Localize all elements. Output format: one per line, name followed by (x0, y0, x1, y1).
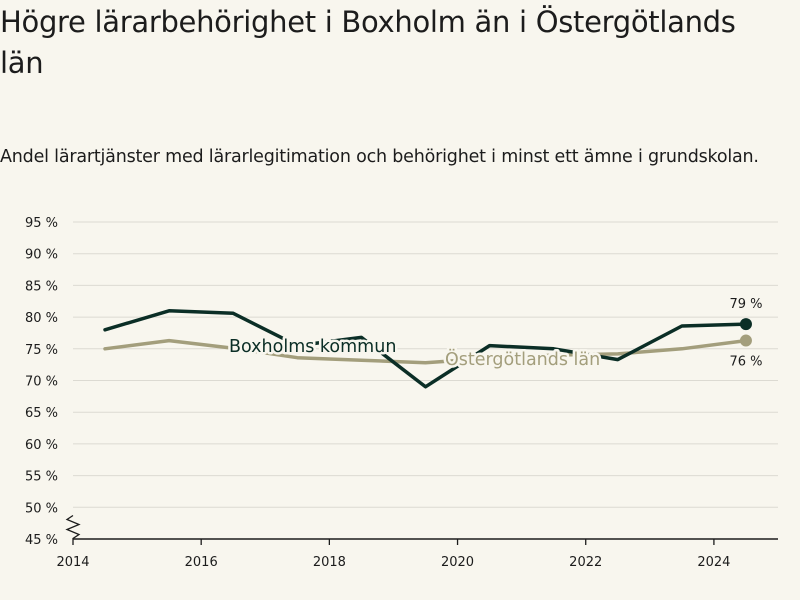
x-tick-label: 2018 (313, 555, 346, 570)
gridlines (73, 221, 778, 508)
y-tick-label: 60 % (25, 438, 58, 453)
x-tick-label: 2022 (569, 555, 602, 570)
axis-break-icon (65, 514, 81, 540)
end-label-ostergotland: 76 % (729, 355, 762, 370)
y-tick-label: 95 % (25, 216, 58, 231)
y-tick-label: 75 % (25, 343, 58, 358)
x-tick-label: 2014 (56, 555, 89, 570)
series-label-ostergotland: Östergötlands län (445, 348, 600, 370)
y-tick-label: 80 % (25, 311, 58, 326)
chart-title: Högre lärarbehörighet i Boxholm än i Öst… (0, 5, 736, 80)
y-tick-label: 45 % (25, 533, 58, 548)
end-marker-ostergotland (739, 334, 752, 347)
y-tick-label: 90 % (25, 248, 58, 263)
y-tick-label: 65 % (25, 406, 58, 421)
y-tick-label: 55 % (25, 470, 58, 485)
series-line-boxholm (103, 309, 748, 389)
y-tick-label: 50 % (25, 501, 58, 516)
series-labels: Boxholms kommun Östergötlands län (227, 335, 603, 373)
end-markers: 79 % 76 % (729, 297, 762, 369)
y-tick-label: 85 % (25, 279, 58, 294)
chart-subtitle: Andel lärartjänster med lärarlegitimatio… (0, 147, 759, 167)
end-label-boxholm: 79 % (729, 297, 762, 312)
x-axis: 2014 2016 2018 2020 2022 2024 (56, 514, 778, 570)
y-tick-label: 70 % (25, 375, 58, 390)
x-tick-label: 2016 (185, 555, 218, 570)
y-axis-ticks: 95 % 90 % 85 % 80 % 75 % 70 % 65 % 60 % 55 % 50 %… (25, 216, 58, 548)
x-tick-label: 2024 (697, 555, 730, 570)
series-lines (103, 309, 748, 389)
series-line-ostergotland (103, 338, 748, 365)
end-marker-boxholm (739, 318, 752, 331)
series-label-boxholm: Boxholms kommun (229, 337, 396, 357)
x-tick-label: 2020 (441, 555, 474, 570)
